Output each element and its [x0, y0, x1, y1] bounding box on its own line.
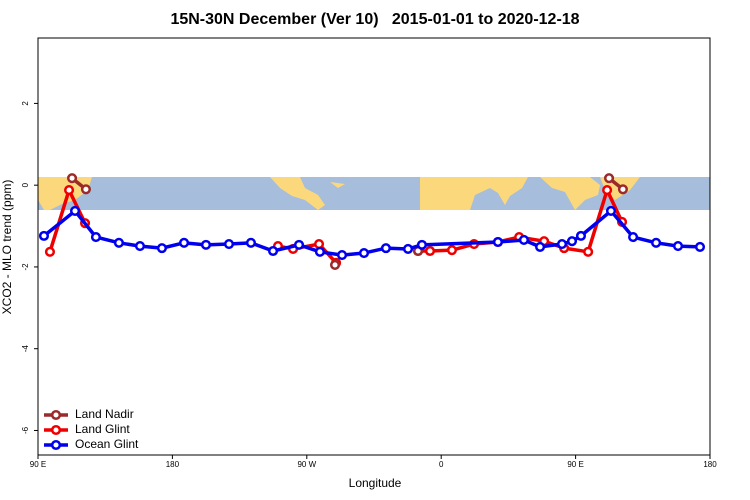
point [492, 236, 503, 248]
y-tick-label: 2 [21, 101, 30, 106]
point [617, 184, 628, 195]
point [80, 184, 91, 195]
x-axis-title: Longitude [349, 476, 402, 490]
point [329, 259, 341, 270]
point [200, 239, 212, 250]
y-tick-label: -6 [21, 426, 30, 434]
x-tick-label: 180 [703, 460, 717, 469]
x-tick-label: 0 [439, 460, 444, 469]
point [178, 237, 190, 248]
x-tick-label: 180 [166, 460, 180, 469]
point [64, 185, 75, 196]
point [651, 237, 662, 248]
y-tick-label: 0 [21, 182, 30, 187]
point [424, 245, 436, 257]
point [446, 245, 458, 256]
y-axis-title: XCO2 - MLO trend (ppm) [0, 180, 14, 315]
point [223, 238, 235, 250]
point [44, 246, 55, 257]
legend-label: Land Nadir [75, 407, 134, 421]
map-strip [38, 177, 710, 210]
point [602, 185, 613, 196]
plot-frame [37, 37, 711, 456]
point [535, 241, 546, 252]
point [605, 205, 617, 216]
point [293, 239, 305, 250]
point [628, 232, 639, 243]
y-tick-label: -4 [21, 345, 30, 353]
point [313, 238, 325, 250]
point [672, 241, 684, 252]
point [518, 234, 529, 246]
legend-marker [50, 409, 62, 421]
point [575, 230, 587, 241]
x-tick-label: 90 W [297, 460, 316, 469]
point [314, 246, 325, 257]
point [583, 246, 594, 257]
point [566, 236, 578, 247]
point [268, 245, 279, 257]
point [694, 241, 706, 252]
point [113, 237, 124, 248]
point [134, 241, 146, 252]
point [336, 250, 348, 261]
point [402, 243, 414, 255]
legend-label: Ocean Glint [75, 437, 139, 451]
point [416, 239, 427, 250]
legend-marker [50, 439, 62, 451]
x-tick-label: 90 E [30, 460, 46, 469]
point [156, 243, 167, 254]
point [245, 237, 256, 248]
point [604, 173, 615, 184]
legend-label: Land Glint [75, 422, 130, 436]
chart-title: 15N-30N December (Ver 10) 2015-01-01 to … [170, 11, 579, 28]
point [38, 230, 50, 241]
x-tick-label: 90 E [567, 460, 583, 469]
point [358, 247, 370, 259]
legend-marker [50, 424, 62, 436]
point [90, 232, 101, 243]
y-tick-label: -2 [21, 263, 30, 271]
point [69, 205, 81, 216]
point [66, 173, 78, 184]
point [556, 238, 568, 250]
point [380, 243, 391, 254]
